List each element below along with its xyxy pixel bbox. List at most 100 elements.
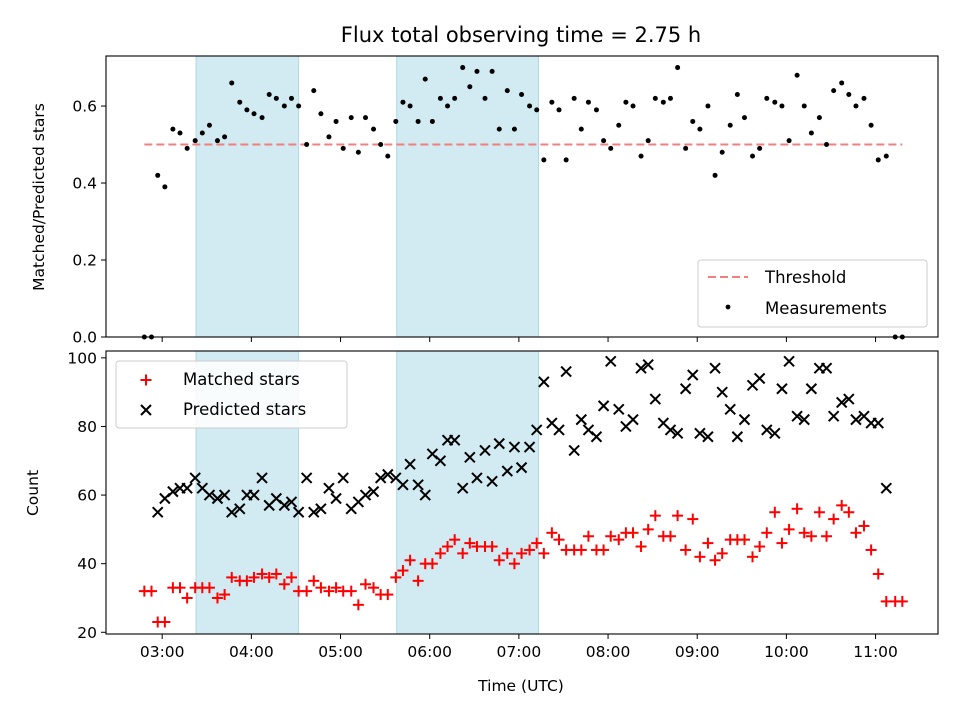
matched-star-point xyxy=(270,568,282,580)
cross-stroke-b xyxy=(546,417,558,429)
bottom-y-axis-label: Count xyxy=(24,470,42,516)
matched-star-point xyxy=(442,541,454,553)
matched-star-point xyxy=(694,551,706,563)
matched-star-point xyxy=(278,578,290,590)
cross-stroke-b xyxy=(627,413,639,426)
measurement-point xyxy=(192,138,198,144)
x-tick-label: 07:00 xyxy=(497,643,542,661)
measurement-point xyxy=(861,95,867,101)
predicted-star-point xyxy=(152,506,164,518)
cross-stroke-b xyxy=(664,424,677,436)
x-tick-label: 08:00 xyxy=(586,643,631,661)
cross-stroke-b xyxy=(709,362,721,374)
measurement-point xyxy=(496,126,502,132)
matched-star-point xyxy=(449,534,461,546)
measurement-point xyxy=(541,157,547,163)
predicted-star-point xyxy=(597,400,610,412)
cross-stroke-b xyxy=(471,472,483,484)
predicted-star-point xyxy=(872,417,884,429)
cross-stroke-b xyxy=(590,431,603,443)
measurement-point xyxy=(846,91,852,97)
matched-star-point xyxy=(747,551,759,563)
predicted-star-point xyxy=(300,472,313,484)
predicted-star-point xyxy=(716,386,728,398)
cross-stroke-b xyxy=(226,506,238,518)
predicted-star-point xyxy=(531,424,543,436)
matched-star-point xyxy=(248,571,260,583)
cross-stroke-b xyxy=(805,383,818,395)
matched-star-point xyxy=(301,585,313,597)
top-legend-box xyxy=(697,259,928,328)
cross-stroke-b xyxy=(776,383,788,395)
cross-stroke-b xyxy=(769,427,781,440)
measurement-point xyxy=(690,118,696,124)
matched-star-point xyxy=(702,537,714,549)
matched-star-point xyxy=(412,575,424,587)
matched-star-point xyxy=(330,582,342,594)
matched-star-point xyxy=(501,547,513,559)
bottom-legend: Matched stars Predicted stars xyxy=(115,360,348,429)
cross-stroke-b xyxy=(323,482,335,494)
predicted-star-point xyxy=(226,506,238,518)
measurement-point xyxy=(460,65,466,71)
measurement-point xyxy=(452,95,458,101)
measurement-point xyxy=(808,130,814,136)
predicted-star-point xyxy=(448,434,461,446)
predicted-star-point xyxy=(419,489,431,501)
legend-predicted-label: Predicted stars xyxy=(183,400,306,419)
cross-stroke-b xyxy=(167,485,179,498)
matched-star-point xyxy=(508,558,520,570)
cross-stroke-b xyxy=(181,482,193,494)
measurement-point xyxy=(772,99,778,105)
cross-stroke-b xyxy=(843,393,855,405)
cross-stroke-b xyxy=(858,410,870,422)
bottom-axes-frame xyxy=(105,350,939,635)
matched-star-point xyxy=(805,530,817,542)
measurement-point xyxy=(266,91,272,97)
cross-stroke-b xyxy=(568,444,580,457)
measurement-point xyxy=(504,88,510,94)
cross-stroke-b xyxy=(419,489,431,501)
predicted-star-point xyxy=(560,365,572,378)
predicted-star-point xyxy=(679,383,692,395)
measurement-point xyxy=(660,99,666,105)
cross-stroke-b xyxy=(798,413,810,426)
measurement-point xyxy=(355,149,361,155)
predicted-star-point xyxy=(523,441,536,453)
measurement-point xyxy=(259,115,265,121)
measurement-point xyxy=(304,142,310,148)
shaded-interval xyxy=(396,350,539,635)
cross-stroke-b xyxy=(152,506,164,518)
matched-star-point xyxy=(159,616,171,628)
matched-star-point xyxy=(434,547,446,559)
measurement-point xyxy=(719,149,725,155)
cross-stroke-b xyxy=(791,410,803,422)
measurement-point xyxy=(229,80,235,86)
measurement-point xyxy=(222,134,228,140)
cross-stroke-b xyxy=(716,386,728,398)
measurement-point xyxy=(333,118,339,124)
matched-star-point xyxy=(598,544,610,556)
cross-stroke-b xyxy=(731,431,744,443)
matched-star-point xyxy=(769,506,781,518)
matched-star-point xyxy=(582,530,594,542)
cross-stroke-b xyxy=(761,424,773,436)
measurement-point xyxy=(422,76,428,82)
matched-star-point xyxy=(575,544,587,556)
cross-stroke-b xyxy=(330,492,342,505)
cross-stroke-b xyxy=(827,410,840,422)
predicted-star-point xyxy=(753,372,766,385)
matched-star-point xyxy=(457,547,469,559)
predicted-star-point xyxy=(880,482,892,494)
measurement-point xyxy=(734,91,740,97)
measurement-point xyxy=(839,80,845,86)
measurement-point xyxy=(638,153,644,159)
matched-star-point xyxy=(390,571,402,583)
measurement-point xyxy=(318,111,324,117)
predicted-star-point xyxy=(731,431,744,443)
measurement-point xyxy=(549,99,555,105)
measurement-point xyxy=(482,95,488,101)
measurement-point xyxy=(593,107,599,113)
cross-stroke-b xyxy=(218,489,231,501)
matched-star-point xyxy=(791,503,803,515)
